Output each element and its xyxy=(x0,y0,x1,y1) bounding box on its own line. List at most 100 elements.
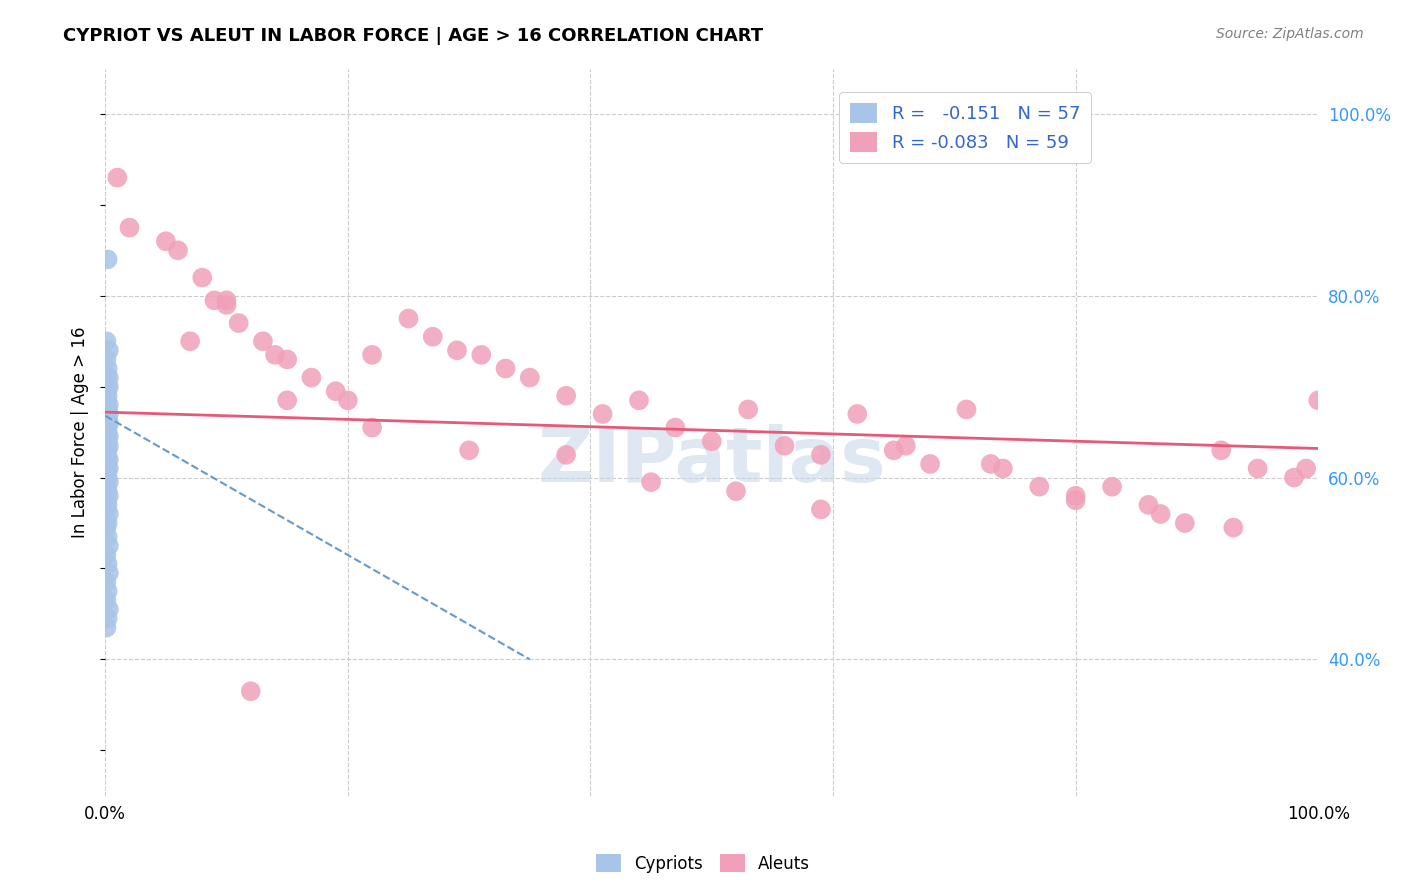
Point xyxy=(97,411,120,425)
Point xyxy=(1295,461,1317,475)
Point xyxy=(495,361,517,376)
Point xyxy=(592,407,614,421)
Point xyxy=(191,270,214,285)
Point xyxy=(640,475,662,490)
Point xyxy=(1174,516,1197,530)
Point xyxy=(96,493,118,508)
Point xyxy=(97,434,120,449)
Point xyxy=(1137,498,1160,512)
Point xyxy=(398,311,420,326)
Point xyxy=(96,520,118,534)
Point xyxy=(97,380,120,394)
Point xyxy=(96,384,118,399)
Point xyxy=(846,407,869,421)
Point xyxy=(155,234,177,248)
Point xyxy=(980,457,1002,471)
Point xyxy=(97,370,120,384)
Point xyxy=(96,393,118,408)
Point xyxy=(97,452,120,467)
Point xyxy=(700,434,723,449)
Point xyxy=(96,407,118,421)
Point xyxy=(883,443,905,458)
Point xyxy=(96,502,118,516)
Point xyxy=(96,593,118,607)
Point xyxy=(276,352,298,367)
Point xyxy=(97,430,120,444)
Point xyxy=(97,252,120,267)
Point xyxy=(361,420,384,434)
Legend: Cypriots, Aleuts: Cypriots, Aleuts xyxy=(589,847,817,880)
Point xyxy=(96,466,118,480)
Point xyxy=(1028,480,1050,494)
Text: CYPRIOT VS ALEUT IN LABOR FORCE | AGE > 16 CORRELATION CHART: CYPRIOT VS ALEUT IN LABOR FORCE | AGE > … xyxy=(63,27,763,45)
Point xyxy=(179,334,201,349)
Point xyxy=(920,457,942,471)
Point xyxy=(97,602,120,616)
Point xyxy=(215,293,238,308)
Point xyxy=(228,316,250,330)
Point xyxy=(96,443,118,458)
Legend: R =   -0.151   N = 57, R = -0.083   N = 59: R = -0.151 N = 57, R = -0.083 N = 59 xyxy=(839,92,1091,162)
Point xyxy=(97,416,120,430)
Point xyxy=(1308,393,1330,408)
Point xyxy=(955,402,977,417)
Point xyxy=(446,343,468,358)
Point xyxy=(810,448,832,462)
Point xyxy=(97,402,120,417)
Point xyxy=(325,384,347,399)
Point xyxy=(470,348,492,362)
Point xyxy=(97,439,120,453)
Point xyxy=(519,370,541,384)
Point xyxy=(1211,443,1233,458)
Point xyxy=(773,439,796,453)
Point xyxy=(991,461,1014,475)
Point xyxy=(361,348,384,362)
Point xyxy=(118,220,141,235)
Point xyxy=(737,402,759,417)
Point xyxy=(96,448,118,462)
Point xyxy=(724,484,747,499)
Point xyxy=(97,475,120,490)
Point xyxy=(97,425,120,439)
Point xyxy=(422,329,444,343)
Point xyxy=(894,439,917,453)
Point xyxy=(97,530,120,544)
Point xyxy=(97,361,120,376)
Point xyxy=(1246,461,1268,475)
Point xyxy=(96,621,118,635)
Point xyxy=(96,457,118,471)
Point xyxy=(97,461,120,475)
Point xyxy=(96,434,118,449)
Point xyxy=(1149,507,1171,521)
Point xyxy=(97,557,120,571)
Point xyxy=(1282,470,1305,484)
Point xyxy=(97,420,120,434)
Point xyxy=(97,470,120,484)
Point xyxy=(97,566,120,580)
Point xyxy=(239,684,262,698)
Point xyxy=(1222,520,1244,534)
Point xyxy=(97,343,120,358)
Point xyxy=(97,539,120,553)
Point xyxy=(264,348,287,362)
Point xyxy=(458,443,481,458)
Point xyxy=(97,398,120,412)
Point xyxy=(96,370,118,384)
Point xyxy=(96,548,118,562)
Point xyxy=(215,298,238,312)
Point xyxy=(96,575,118,590)
Point xyxy=(97,584,120,599)
Point xyxy=(1064,489,1087,503)
Point xyxy=(97,407,120,421)
Point xyxy=(97,498,120,512)
Point xyxy=(96,480,118,494)
Point xyxy=(555,389,578,403)
Point xyxy=(276,393,298,408)
Point xyxy=(97,389,120,403)
Point xyxy=(97,461,120,475)
Point xyxy=(1064,493,1087,508)
Point xyxy=(167,244,190,258)
Point xyxy=(555,448,578,462)
Point xyxy=(664,420,686,434)
Point xyxy=(97,507,120,521)
